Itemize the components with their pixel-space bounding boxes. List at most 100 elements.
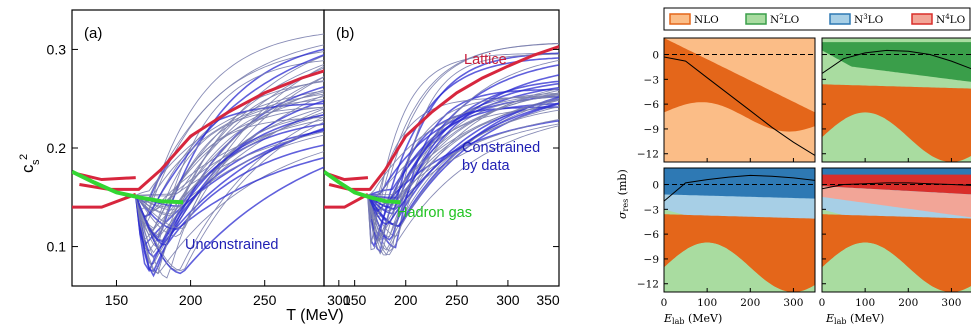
ensemble-curve: [367, 99, 559, 256]
legend-label: N4LO: [936, 13, 966, 26]
ensemble-curve: [134, 48, 324, 239]
legend-label: N3LO: [854, 13, 884, 26]
legend-box: [663, 7, 971, 31]
right-panels: 0−3−6−9−120−3−6−9−120 100 200 300 0 100 200 300: [637, 37, 971, 309]
panel-n2lo: [821, 37, 971, 163]
left-y-label-sub: s: [30, 159, 42, 165]
ensemble-curve: [135, 60, 324, 254]
central-curve-n2lo: [822, 49, 971, 74]
x-tick-label: 250: [445, 292, 469, 308]
lattice-label: Lattice: [464, 52, 507, 68]
panel-frame: [663, 167, 816, 293]
y-tick-label: −9: [644, 124, 659, 136]
ensemble-curve: [367, 80, 559, 241]
x-tick-label: 100: [855, 297, 875, 309]
x-tick-label: 200: [740, 297, 760, 309]
ensemble-curve: [135, 44, 324, 211]
ensemble-curve: [367, 88, 559, 242]
x-tick-label: 300: [941, 297, 961, 309]
y-tick-label: −3: [644, 204, 659, 216]
right-y-label-unit: (mb): [616, 169, 629, 199]
legend-item-nlo: NLO: [669, 13, 719, 26]
ensemble-curve: [367, 125, 559, 256]
legend-swatch: [911, 13, 933, 25]
panel-b-hadron-gas-curve: [324, 170, 401, 205]
right-x-label-right-e: E: [825, 312, 834, 325]
x-tick-label: 350: [536, 292, 560, 308]
y-tick-label: 0.3: [47, 41, 67, 57]
n4lo-light-band: [822, 186, 971, 218]
ensemble-curve: [367, 57, 559, 243]
ensemble-curve: [135, 131, 324, 212]
x-tick-label: 0: [819, 297, 826, 309]
x-tick-label: 0: [661, 297, 668, 309]
ensemble-curve: [134, 54, 324, 219]
x-tick-label: 300: [783, 297, 803, 309]
ensemble-curve: [367, 93, 559, 196]
x-tick-label: 150: [105, 292, 129, 308]
legend-label: NLO: [694, 14, 719, 26]
ensemble-curve: [135, 96, 324, 217]
y-tick-label: −9: [644, 254, 659, 266]
central-curve-n4lo: [822, 182, 971, 190]
right-x-label-left-e: E: [663, 312, 672, 325]
panel-a-lattice-lower: [72, 192, 137, 209]
legend-label: N2LO: [770, 13, 800, 26]
ensemble-curve: [134, 113, 324, 243]
legend: NLO N2LO N3LO N4LO: [663, 7, 971, 31]
constrained-label-line2: by data: [462, 158, 510, 174]
panel-nlo: 0 −3 −6 −9 −12: [637, 37, 816, 163]
ensemble-curve: [367, 52, 559, 245]
y-tick-label: −6: [644, 229, 660, 241]
right-x-label-right-unit: (MeV): [846, 312, 884, 325]
ensemble-curve: [135, 33, 324, 226]
panel-b-lattice-curve: [328, 45, 559, 191]
panel-frame: [663, 37, 816, 163]
ensemble-curve: [134, 144, 324, 246]
ensemble-curve: [135, 80, 324, 274]
ensemble-curve: [135, 151, 324, 275]
ensemble-curve: [135, 76, 324, 229]
legend-item-n3lo: N3LO: [829, 13, 884, 26]
right-figure: NLO N2LO N3LO N4LO 0−3−6−9−120−3−6−9−120 100…: [616, 7, 971, 326]
right-x-label-right-sub: lab: [834, 317, 846, 326]
right-y-label-sub: res: [621, 199, 630, 212]
x-tick-label: 300: [327, 292, 351, 308]
y-tick-label: 0.2: [47, 140, 67, 156]
y-tick-label: −12: [637, 279, 659, 291]
central-curve-nlo: [664, 56, 815, 156]
legend-swatch: [745, 13, 767, 25]
panel-a-lattice-curve: [79, 69, 324, 191]
panel-b-label: (b): [336, 25, 354, 42]
panel-n3lo: 0−3−6−9−120 100 200 300: [637, 167, 816, 309]
right-x-label-left-unit: (MeV): [684, 312, 722, 325]
legend-swatch: [829, 13, 851, 25]
panel-frame: [821, 37, 971, 163]
panel-b-lattice-lower: [324, 193, 369, 209]
ensemble-curve: [135, 93, 324, 203]
ensemble-curve: [367, 102, 559, 226]
central-curve-n3lo: [664, 174, 815, 202]
nlo-dark-blob-over: [822, 84, 971, 162]
ensemble-curve: [367, 119, 559, 202]
ensemble-curve: [367, 74, 559, 210]
x-tick-label: 200: [179, 292, 203, 308]
left-y-label-main: c: [18, 164, 37, 173]
right-y-label: σres (mb): [616, 169, 630, 219]
ensemble-curve: [135, 116, 324, 236]
y-tick-label: 0: [652, 180, 659, 192]
ensemble-curve: [367, 99, 559, 221]
ensemble-curve: [135, 121, 324, 272]
right-x-label-right: Elab (MeV): [825, 312, 884, 326]
x-tick-label: 250: [253, 292, 277, 308]
x-tick-label: 100: [697, 297, 717, 309]
legend-item-n2lo: N2LO: [745, 13, 800, 26]
y-tick-label: −12: [637, 149, 659, 161]
nlo-dark-blob-front: [664, 214, 815, 292]
panel-a-hadron-gas-curve: [72, 169, 184, 205]
right-x-label-left-sub: lab: [672, 317, 684, 326]
left-y-label-sup: 2: [18, 154, 30, 160]
